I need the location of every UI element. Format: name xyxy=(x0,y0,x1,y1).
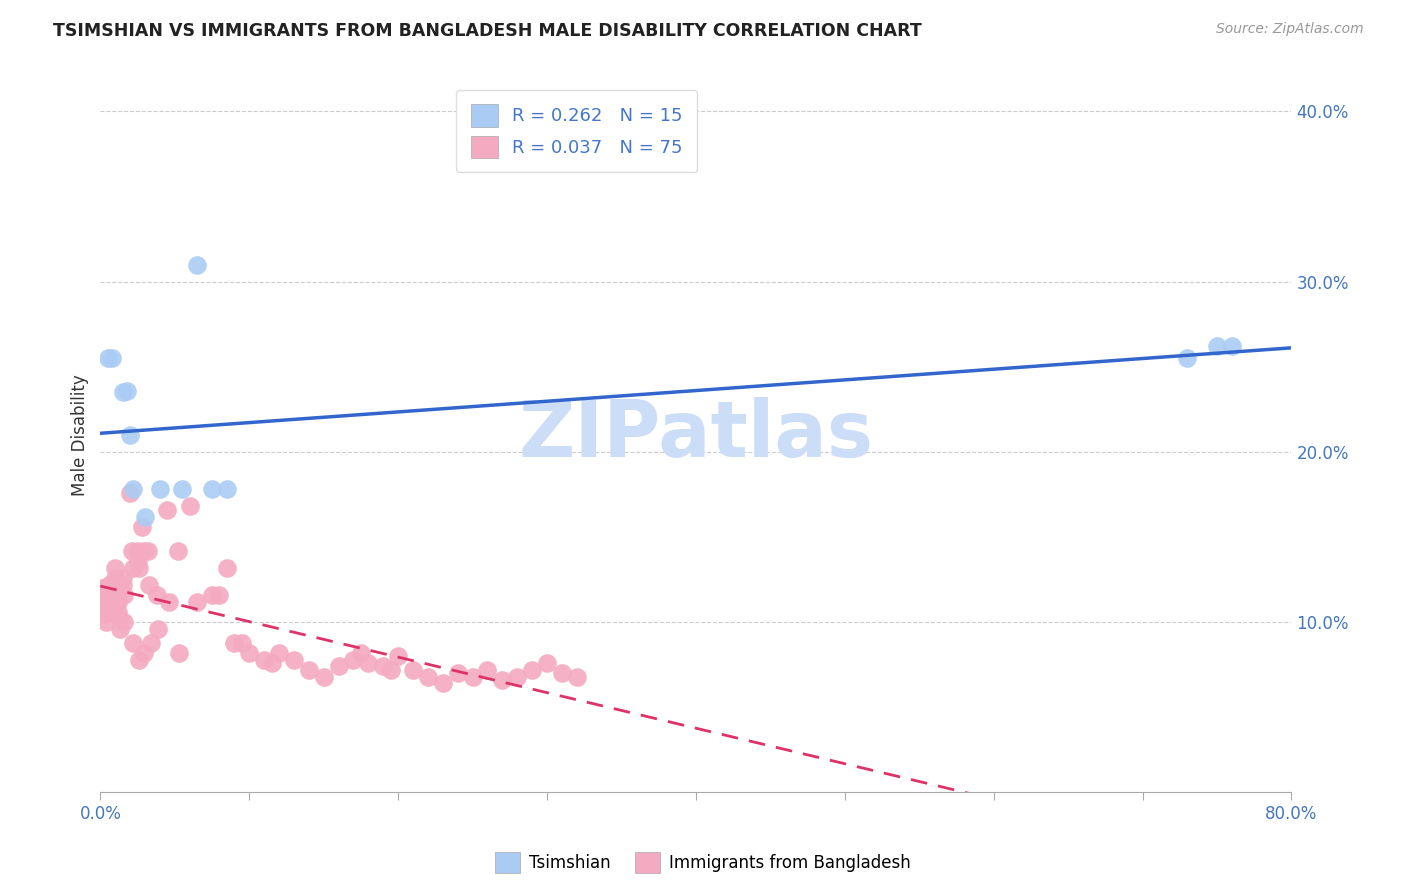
Point xyxy=(122,483,145,497)
Point xyxy=(166,543,188,558)
Point xyxy=(416,669,439,683)
Point xyxy=(104,560,127,574)
Point xyxy=(100,588,122,602)
Point xyxy=(201,588,224,602)
Point xyxy=(447,666,470,681)
Text: ZIPatlas: ZIPatlas xyxy=(519,397,873,473)
Point xyxy=(157,595,180,609)
Point xyxy=(105,588,128,602)
Legend: R = 0.262   N = 15, R = 0.037   N = 75: R = 0.262 N = 15, R = 0.037 N = 75 xyxy=(457,90,697,172)
Point xyxy=(94,601,117,615)
Point xyxy=(267,646,290,660)
Point xyxy=(91,590,114,604)
Point xyxy=(127,554,149,568)
Point xyxy=(149,483,172,497)
Point xyxy=(238,646,260,660)
Point xyxy=(432,676,454,690)
Point xyxy=(120,485,142,500)
Text: TSIMSHIAN VS IMMIGRANTS FROM BANGLADESH MALE DISABILITY CORRELATION CHART: TSIMSHIAN VS IMMIGRANTS FROM BANGLADESH … xyxy=(53,22,922,40)
Point xyxy=(172,483,194,497)
Point xyxy=(387,649,409,664)
Point xyxy=(373,659,395,673)
Point xyxy=(167,646,190,660)
Point xyxy=(101,605,124,619)
Point xyxy=(186,595,208,609)
Point xyxy=(91,598,114,612)
Point xyxy=(101,351,124,366)
Point xyxy=(179,500,201,514)
Point xyxy=(121,543,143,558)
Point xyxy=(107,595,129,609)
Text: Source: ZipAtlas.com: Source: ZipAtlas.com xyxy=(1216,22,1364,37)
Point xyxy=(1220,339,1243,353)
Point xyxy=(520,663,543,677)
Point xyxy=(402,663,425,677)
Point xyxy=(551,666,574,681)
Point xyxy=(107,605,129,619)
Point xyxy=(111,571,134,585)
Point xyxy=(186,258,208,272)
Point xyxy=(139,635,162,649)
Point xyxy=(461,669,484,683)
Point xyxy=(96,615,118,629)
Point xyxy=(477,663,499,677)
Point xyxy=(506,669,529,683)
Point xyxy=(312,669,335,683)
Point xyxy=(97,351,120,366)
Point xyxy=(536,656,558,670)
Point xyxy=(491,673,513,687)
Point xyxy=(104,571,127,585)
Point xyxy=(138,577,160,591)
Point xyxy=(350,646,373,660)
Point xyxy=(132,543,155,558)
Point xyxy=(357,656,380,670)
Point xyxy=(283,652,305,666)
Point xyxy=(208,588,231,602)
Point xyxy=(111,385,134,400)
Point xyxy=(120,428,142,442)
Point xyxy=(122,635,145,649)
Point xyxy=(215,483,238,497)
Point xyxy=(122,560,145,574)
Point xyxy=(298,663,321,677)
Point xyxy=(342,652,364,666)
Point xyxy=(565,669,588,683)
Point xyxy=(128,652,150,666)
Point xyxy=(146,588,169,602)
Point xyxy=(253,652,276,666)
Point xyxy=(132,646,155,660)
Point xyxy=(224,635,246,649)
Legend: Tsimshian, Immigrants from Bangladesh: Tsimshian, Immigrants from Bangladesh xyxy=(489,846,917,880)
Point xyxy=(98,577,121,591)
Point xyxy=(128,560,150,574)
Point xyxy=(94,607,117,621)
Point xyxy=(148,622,170,636)
Point xyxy=(328,659,350,673)
Point xyxy=(94,595,117,609)
Point xyxy=(136,543,159,558)
Point xyxy=(108,612,131,626)
Point xyxy=(131,520,153,534)
Point xyxy=(108,622,131,636)
Point xyxy=(90,581,112,595)
Point xyxy=(201,483,224,497)
Point xyxy=(231,635,253,649)
Point xyxy=(380,663,402,677)
Point xyxy=(127,543,149,558)
Point xyxy=(105,577,128,591)
Point xyxy=(111,577,134,591)
Point xyxy=(260,656,283,670)
Point xyxy=(1175,351,1198,366)
Point xyxy=(112,588,135,602)
Point xyxy=(115,384,138,398)
Point xyxy=(134,509,156,524)
Y-axis label: Male Disability: Male Disability xyxy=(72,374,89,496)
Point xyxy=(156,502,179,516)
Point xyxy=(1206,339,1229,353)
Point xyxy=(215,560,238,574)
Point xyxy=(112,615,135,629)
